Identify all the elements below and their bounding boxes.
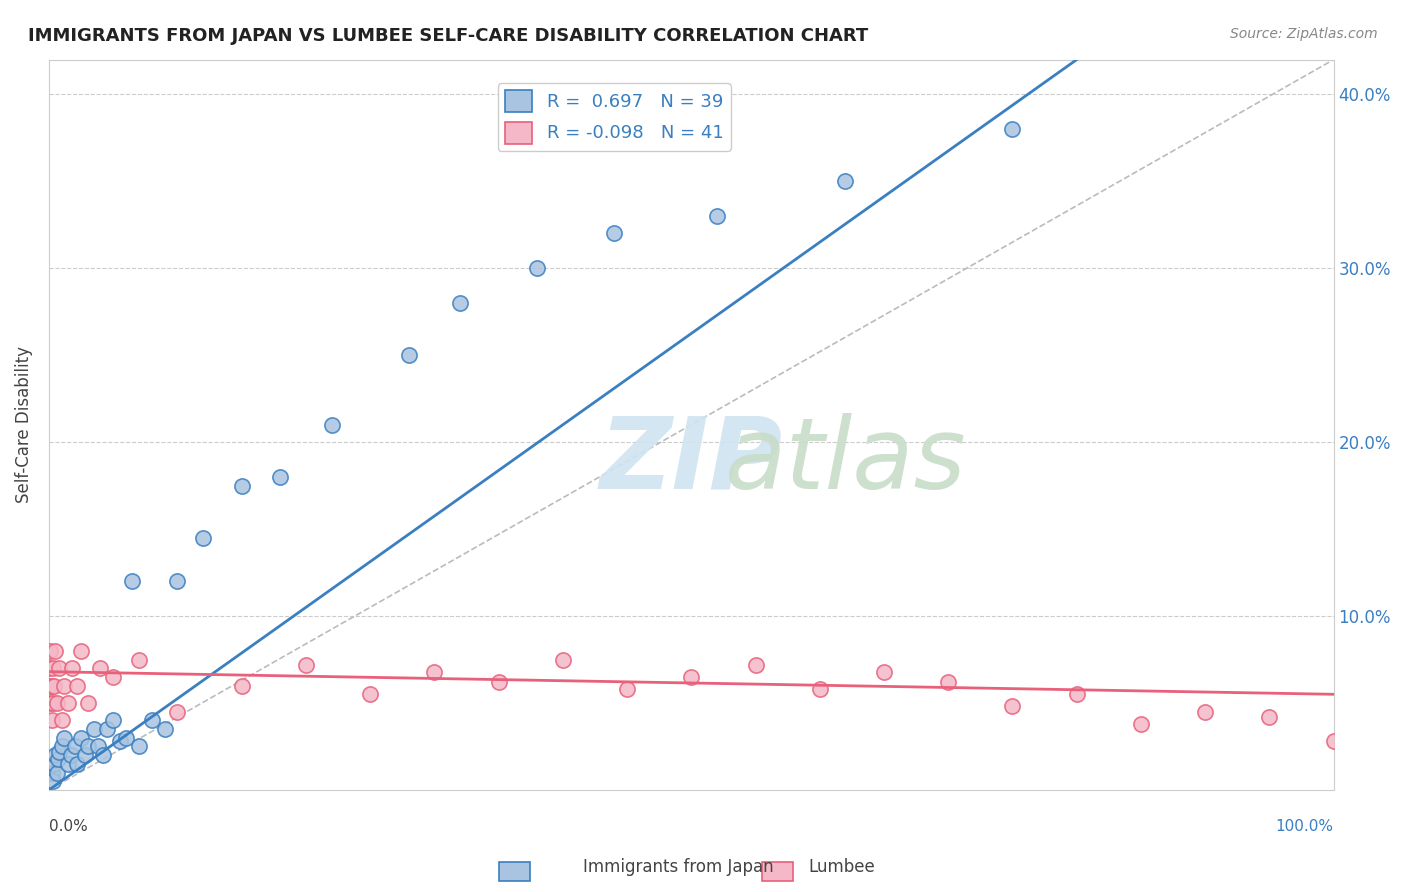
Point (41, 714, 63, 728)
Point (44, 644, 66, 658)
Point (449, 296, 471, 310)
Point (191, 531, 214, 545)
Point (46, 751, 69, 765)
Point (231, 478, 253, 492)
Point (58, 696, 80, 710)
Point (1194, 705, 1216, 719)
Point (128, 739, 150, 754)
Point (115, 731, 138, 745)
Y-axis label: Self-Care Disability: Self-Care Disability (15, 346, 32, 503)
Point (48, 745, 70, 759)
Point (41, 765, 63, 780)
Point (141, 714, 163, 728)
Point (1001, 122, 1024, 136)
Point (41, 679, 63, 693)
Point (834, 174, 856, 188)
Point (44, 748, 66, 763)
Point (398, 348, 420, 362)
Point (89, 661, 111, 675)
Point (1323, 734, 1346, 748)
Point (51, 739, 73, 754)
Point (128, 652, 150, 666)
Point (359, 687, 381, 701)
Point (76, 739, 98, 754)
Point (38, 679, 60, 693)
Point (616, 682, 638, 697)
Text: 100.0%: 100.0% (1275, 819, 1334, 834)
Point (39, 696, 62, 710)
Point (108, 734, 131, 748)
Point (269, 470, 291, 484)
Point (423, 665, 446, 679)
Point (59, 748, 82, 763)
Point (936, 675, 959, 690)
Point (66, 679, 89, 693)
Point (1001, 699, 1024, 714)
Point (58, 756, 80, 771)
FancyBboxPatch shape (499, 862, 530, 881)
Point (808, 682, 831, 697)
Point (53, 679, 76, 693)
Point (45, 765, 67, 780)
Point (51, 714, 73, 728)
Point (153, 722, 176, 736)
Point (48, 661, 70, 675)
Point (295, 657, 318, 672)
Text: IMMIGRANTS FROM JAPAN VS LUMBEE SELF-CARE DISABILITY CORRELATION CHART: IMMIGRANTS FROM JAPAN VS LUMBEE SELF-CAR… (28, 27, 869, 45)
Point (1258, 710, 1281, 724)
Point (231, 679, 253, 693)
Point (42, 774, 65, 789)
Point (1066, 687, 1088, 701)
Point (166, 574, 188, 589)
Point (321, 417, 343, 432)
Text: Immigrants from Japan: Immigrants from Japan (583, 858, 775, 876)
Point (1129, 716, 1152, 731)
Point (488, 675, 510, 690)
Point (526, 261, 548, 276)
Point (166, 705, 188, 719)
Point (87, 739, 110, 754)
Text: Lumbee: Lumbee (808, 858, 875, 876)
Point (38, 661, 60, 675)
Point (63, 739, 86, 754)
Point (70, 644, 93, 658)
Point (42, 661, 65, 675)
Point (39, 644, 62, 658)
Text: Source: ZipAtlas.com: Source: ZipAtlas.com (1230, 27, 1378, 41)
Point (603, 227, 626, 241)
Point (121, 574, 143, 589)
Text: ZIP: ZIP (600, 413, 783, 510)
Point (96, 722, 118, 736)
Point (60, 661, 83, 675)
Point (706, 209, 728, 223)
Text: atlas: atlas (724, 413, 966, 510)
Point (681, 670, 703, 684)
Point (103, 670, 125, 684)
FancyBboxPatch shape (762, 862, 793, 881)
Point (42, 679, 65, 693)
Legend: R =  0.697   N = 39, R = -0.098   N = 41: R = 0.697 N = 39, R = -0.098 N = 41 (498, 83, 731, 151)
Point (83, 722, 105, 736)
Point (744, 657, 766, 672)
Point (873, 665, 896, 679)
Point (70, 731, 93, 745)
Point (91, 748, 114, 763)
Point (53, 731, 76, 745)
Point (66, 756, 89, 771)
Point (73, 748, 96, 763)
Text: 0.0%: 0.0% (49, 819, 87, 834)
Point (42, 756, 65, 771)
Point (42, 696, 65, 710)
Point (103, 714, 125, 728)
Point (551, 652, 574, 666)
Point (76, 696, 98, 710)
Point (45, 696, 67, 710)
